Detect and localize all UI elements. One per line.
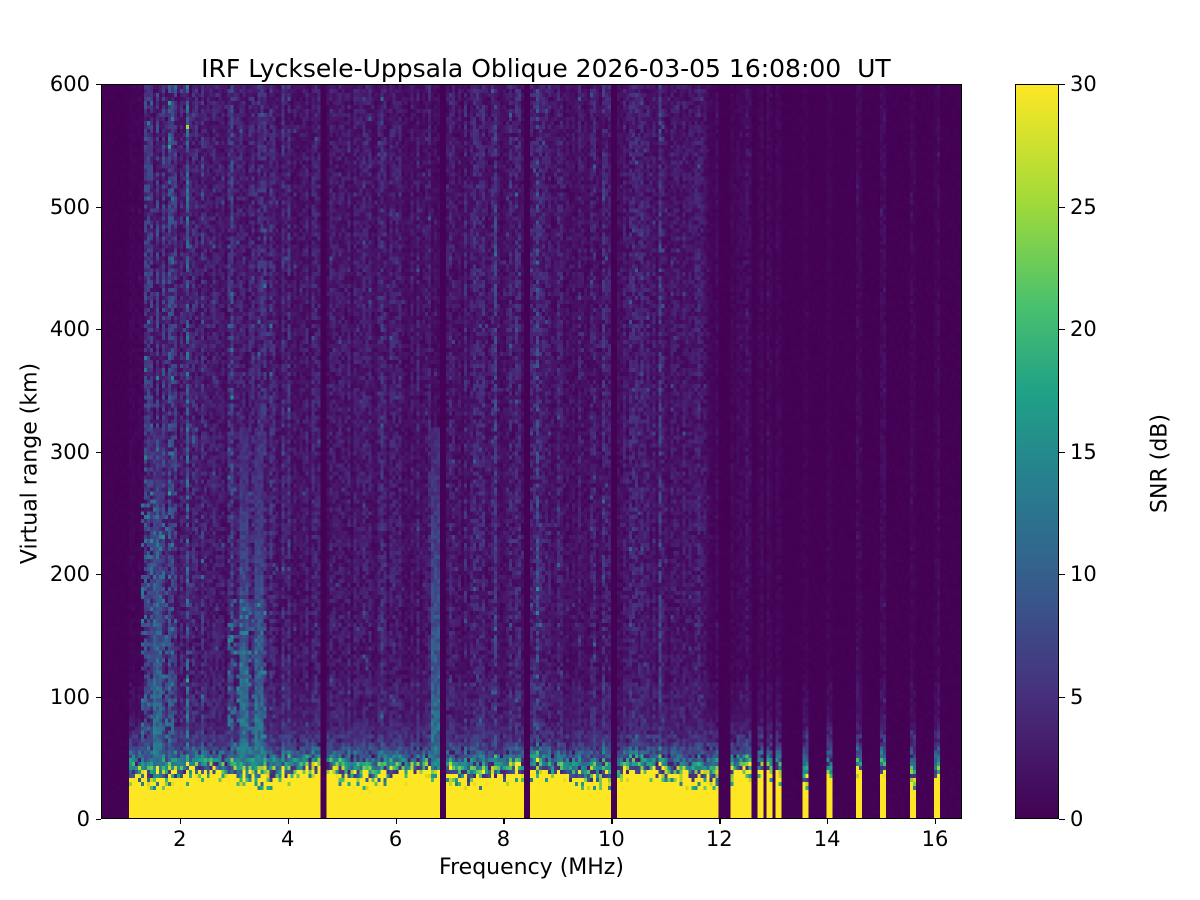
y-tick [96,84,101,86]
colorbar-tick-label: 30 [1070,72,1097,96]
colorbar-tick [1059,206,1065,208]
colorbar-tick-label: 25 [1070,194,1097,219]
y-tick-label: 100 [49,684,90,709]
colorbar-tick [1059,574,1065,576]
x-tick-label: 14 [813,827,841,851]
colorbar-tick [1059,329,1065,331]
y-axis-label: Virtual range (km) [17,362,43,565]
y-tick [96,696,101,698]
x-tick-label: 8 [496,827,511,851]
y-tick-label: 500 [49,194,90,219]
title-line-1: IRF Lycksele-Uppsala Oblique 2026-03-05 … [201,54,891,83]
y-tick-label: 400 [49,317,90,341]
x-tick [395,819,397,824]
colorbar-label: SNR (dB) [1147,414,1173,513]
x-tick-label: 6 [388,827,403,851]
x-tick [935,819,937,824]
colorbar-tick-label: 5 [1070,684,1084,709]
heatmap-axes [101,84,962,819]
x-tick [287,819,289,824]
x-tick [719,819,721,824]
x-tick [827,819,829,824]
y-tick-label: 200 [49,562,90,586]
y-tick-label: 600 [49,72,90,96]
y-tick-label: 300 [49,439,90,464]
colorbar-tick [1059,84,1065,86]
x-tick [611,819,613,824]
colorbar-tick-label: 0 [1070,807,1084,831]
y-tick [96,451,101,453]
ionogram-heatmap [102,85,961,818]
y-tick-label: 0 [76,807,90,831]
colorbar-tick [1059,819,1065,821]
x-tick-label: 12 [705,827,733,851]
x-axis-label: Frequency (MHz) [439,855,624,880]
y-tick [96,819,101,821]
x-tick [503,819,505,824]
colorbar-tick-label: 15 [1070,439,1097,464]
y-tick [96,329,101,331]
colorbar-tick [1059,696,1065,698]
colorbar [1015,84,1059,819]
x-tick-label: 10 [597,827,625,851]
x-tick [179,819,182,824]
x-tick-label: 16 [921,827,949,851]
colorbar-tick [1059,451,1065,453]
colorbar-tick-label: 10 [1070,562,1097,586]
x-tick-label: 2 [173,827,187,851]
x-tick-label: 4 [280,827,295,851]
y-tick [96,574,101,576]
y-tick [96,206,101,208]
colorbar-tick-label: 20 [1070,317,1097,341]
